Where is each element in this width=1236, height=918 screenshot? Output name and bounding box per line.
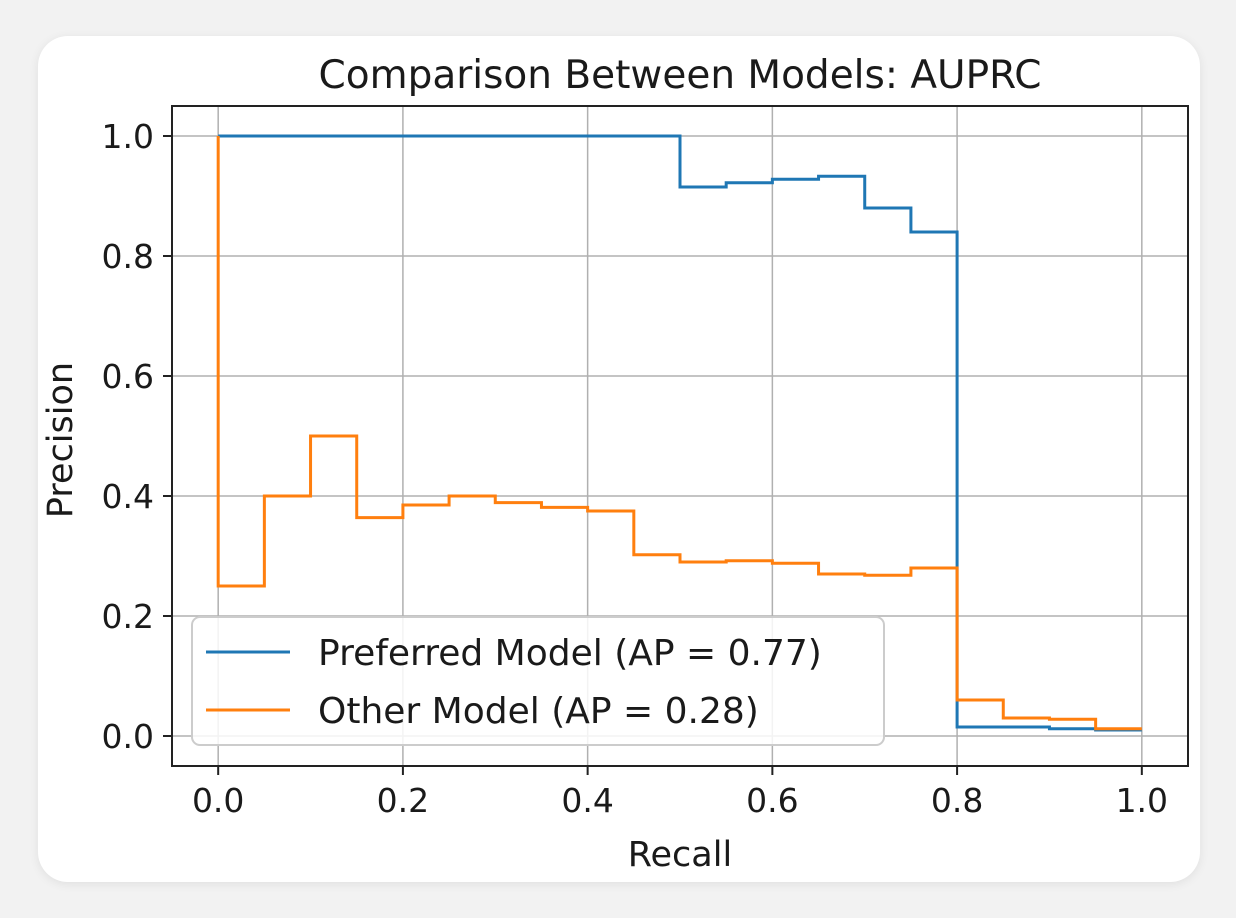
axes-frame (171, 105, 1189, 767)
y-axis-label: Precision (41, 362, 81, 518)
series-line-1 (216, 136, 1142, 731)
x-tick-label: 1.0 (1116, 781, 1168, 820)
x-tick-label: 0.4 (561, 781, 613, 820)
y-tick-label: 0.6 (102, 357, 154, 396)
y-tick-label: 0.8 (102, 237, 154, 276)
x-tick-label: 0.6 (746, 781, 798, 820)
series-lines (216, 134, 1142, 732)
x-tick-label: 0.0 (192, 781, 244, 820)
y-tick-label: 0.2 (102, 597, 154, 636)
chart-title: Comparison Between Models: AUPRC (318, 53, 1041, 98)
legend: Preferred Model (AP = 0.77) Other Model … (191, 616, 885, 746)
y-tick-label: 1.0 (102, 117, 154, 156)
y-axis-ticks: 0.0 0.2 0.4 0.6 0.8 1.0 (102, 117, 172, 756)
y-tick-label: 0.0 (102, 717, 154, 756)
y-tick-label: 0.4 (102, 477, 154, 516)
x-axis-label: Recall (628, 835, 732, 875)
legend-label-other: Other Model (AP = 0.28) (318, 691, 759, 732)
legend-label-preferred: Preferred Model (AP = 0.77) (318, 633, 822, 674)
series-line-0 (218, 134, 1142, 732)
x-axis-ticks: 0.0 0.2 0.4 0.6 0.8 1.0 (192, 766, 1168, 820)
x-tick-label: 0.2 (377, 781, 429, 820)
legend-box (191, 616, 885, 746)
x-tick-label: 0.8 (931, 781, 983, 820)
